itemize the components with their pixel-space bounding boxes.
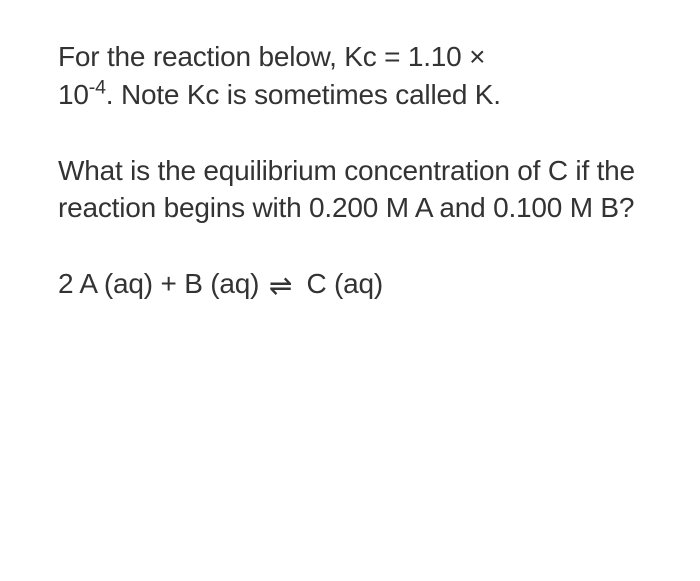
exponent: -4 <box>89 76 106 98</box>
equation-right: C (aq) <box>299 268 383 299</box>
question-text: What is the equilibrium concentration of… <box>58 152 650 228</box>
text-part2-prefix: 10 <box>58 79 89 110</box>
equilibrium-arrows <box>269 277 297 295</box>
equation-left: 2 A (aq) + B (aq) <box>58 268 267 299</box>
question-body: What is the equilibrium concentration of… <box>58 155 635 224</box>
chemical-equation: 2 A (aq) + B (aq) C (aq) <box>58 265 650 303</box>
text-part2-suffix: . Note Kc is sometimes called K. <box>106 79 501 110</box>
problem-statement-line1: For the reaction below, Kc = 1.10 × 10-4… <box>58 38 650 114</box>
text-part1: For the reaction below, Kc = 1.10 × <box>58 41 485 72</box>
